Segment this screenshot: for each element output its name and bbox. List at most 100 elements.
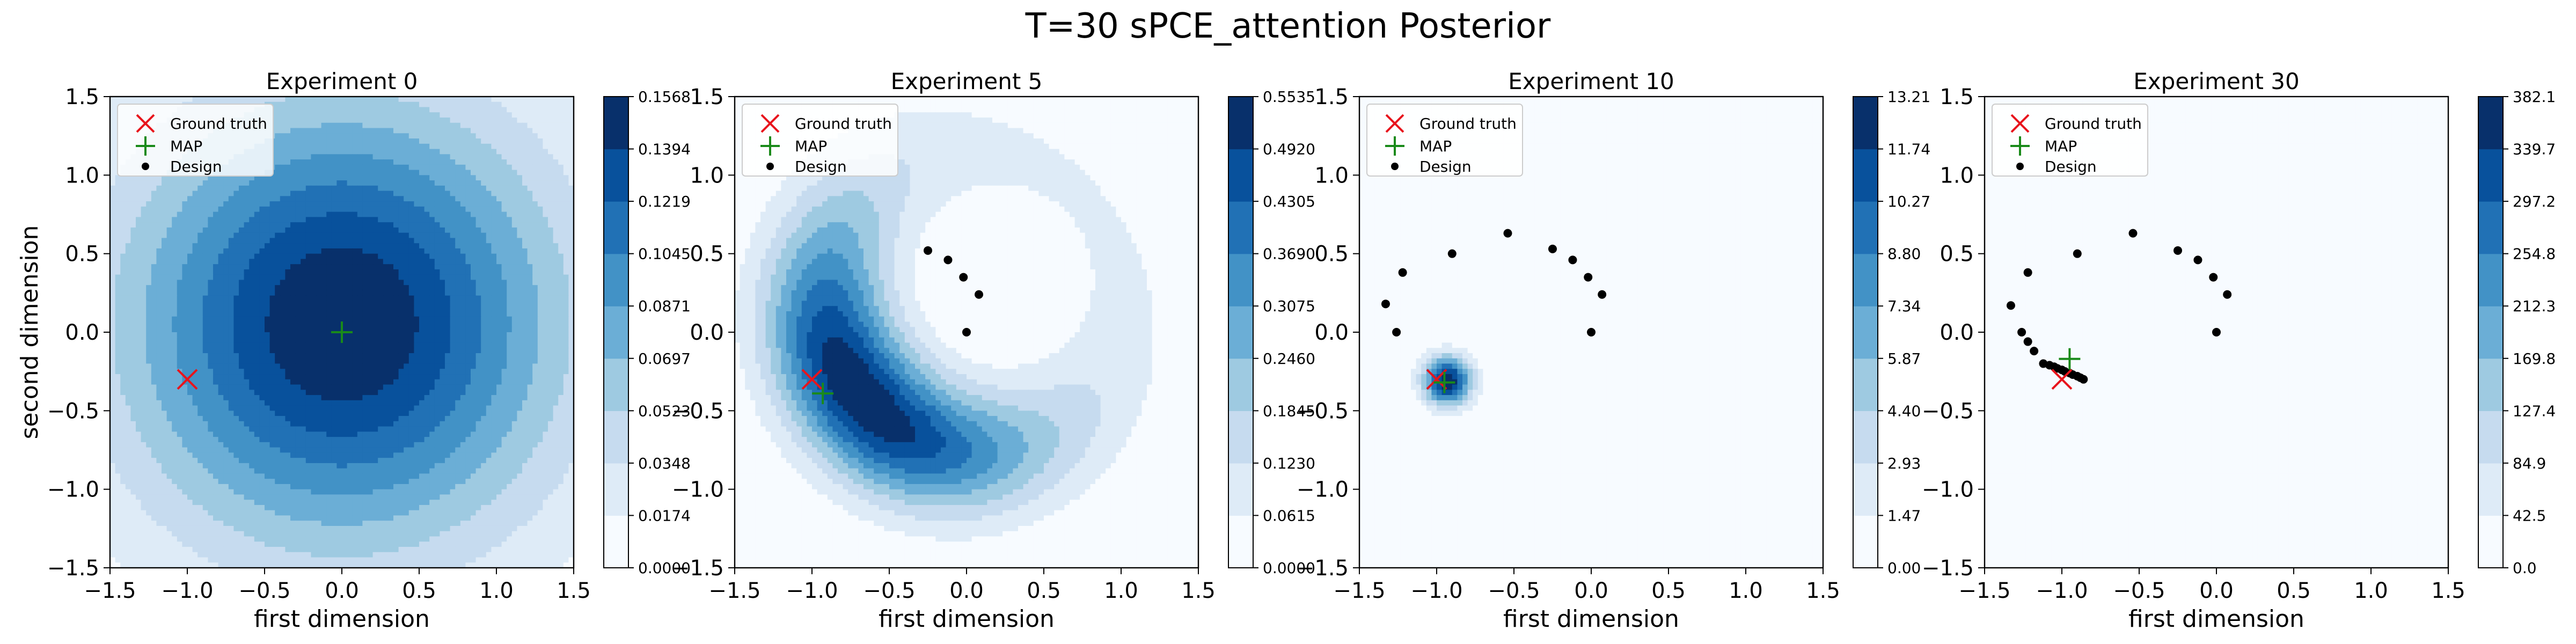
contour-cell bbox=[419, 259, 425, 265]
contour-cell bbox=[563, 222, 569, 228]
contour-cell bbox=[362, 332, 368, 338]
contour-cell bbox=[368, 164, 374, 171]
contour-cell bbox=[491, 321, 497, 327]
contour-cell bbox=[336, 201, 342, 207]
contour-cell bbox=[393, 295, 399, 302]
contour-cell bbox=[383, 348, 389, 354]
contour-cell bbox=[393, 232, 399, 238]
contour-cell bbox=[414, 201, 420, 207]
contour-cell bbox=[543, 185, 548, 192]
contour-cell bbox=[378, 217, 384, 223]
contour-cell bbox=[347, 259, 353, 265]
contour-cell bbox=[213, 232, 219, 238]
contour-cell bbox=[404, 280, 409, 286]
contour-cell bbox=[136, 301, 142, 306]
contour-cell bbox=[136, 206, 142, 213]
contour-cell bbox=[481, 164, 487, 171]
contour-cell bbox=[450, 264, 456, 270]
contour-cell bbox=[321, 170, 327, 175]
contour-cell bbox=[548, 196, 554, 202]
contour-cell bbox=[486, 316, 492, 323]
contour-cell bbox=[311, 301, 317, 306]
contour-cell bbox=[342, 316, 348, 323]
contour-cell bbox=[368, 327, 374, 333]
contour-cell bbox=[290, 264, 296, 270]
contour-cell bbox=[213, 374, 219, 380]
contour-cell bbox=[202, 227, 208, 233]
contour-cell bbox=[491, 196, 497, 202]
contour-cell bbox=[445, 306, 451, 312]
contour-cell bbox=[532, 175, 538, 181]
contour-cell bbox=[285, 175, 291, 181]
contour-cell bbox=[311, 369, 317, 375]
contour-cell bbox=[166, 321, 172, 327]
contour-cell bbox=[455, 143, 461, 150]
contour-cell bbox=[156, 379, 162, 385]
contour-cell bbox=[507, 211, 513, 217]
contour-cell bbox=[537, 280, 543, 286]
contour-cell bbox=[331, 374, 337, 380]
contour-cell bbox=[553, 206, 559, 213]
contour-cell bbox=[162, 311, 167, 317]
contour-cell bbox=[501, 159, 507, 165]
contour-cell bbox=[321, 107, 327, 113]
contour-cell bbox=[486, 97, 492, 103]
contour-cell bbox=[177, 264, 182, 270]
contour-cell bbox=[321, 358, 327, 364]
contour-cell bbox=[321, 363, 327, 369]
contour-cell bbox=[496, 107, 502, 113]
contour-cell bbox=[471, 128, 477, 134]
contour-cell bbox=[136, 259, 142, 265]
contour-cell bbox=[481, 353, 487, 359]
contour-cell bbox=[336, 196, 342, 202]
contour-cell bbox=[136, 269, 142, 275]
contour-cell bbox=[434, 379, 440, 385]
contour-cell bbox=[558, 101, 564, 108]
contour-cell bbox=[301, 280, 306, 286]
contour-cell bbox=[475, 316, 481, 323]
contour-cell bbox=[280, 316, 286, 323]
contour-cell bbox=[166, 253, 172, 260]
contour-cell bbox=[197, 196, 203, 202]
contour-cell bbox=[388, 280, 394, 286]
contour-cell bbox=[517, 353, 523, 359]
contour-cell bbox=[202, 321, 208, 327]
contour-cell bbox=[393, 217, 399, 223]
contour-cell bbox=[450, 369, 456, 375]
contour-cell bbox=[110, 180, 116, 186]
contour-cell bbox=[290, 369, 296, 375]
contour-cell bbox=[208, 384, 214, 390]
contour-cell bbox=[522, 306, 528, 312]
contour-cell bbox=[192, 332, 198, 338]
contour-cell bbox=[239, 259, 245, 265]
contour-cell bbox=[336, 149, 342, 155]
contour-cell bbox=[265, 280, 270, 286]
contour-cell bbox=[491, 243, 497, 249]
contour-cell bbox=[429, 211, 435, 217]
contour-cell bbox=[408, 379, 414, 385]
contour-cell bbox=[429, 253, 435, 260]
contour-cell bbox=[393, 211, 399, 217]
contour-cell bbox=[532, 301, 538, 306]
contour-cell bbox=[517, 280, 523, 286]
contour-cell bbox=[326, 253, 332, 260]
contour-cell bbox=[543, 248, 548, 254]
contour-cell bbox=[187, 327, 193, 333]
contour-cell bbox=[368, 138, 374, 144]
contour-cell bbox=[388, 122, 394, 129]
contour-cell bbox=[548, 149, 554, 155]
contour-cell bbox=[357, 264, 363, 270]
contour-cell bbox=[368, 159, 374, 165]
contour-cell bbox=[563, 321, 569, 327]
contour-cell bbox=[115, 379, 121, 385]
contour-cell bbox=[543, 295, 548, 302]
contour-cell bbox=[558, 185, 564, 192]
contour-cell bbox=[445, 107, 451, 113]
contour-cell bbox=[218, 363, 224, 369]
contour-cell bbox=[501, 122, 507, 129]
contour-cell bbox=[383, 164, 389, 171]
contour-cell bbox=[316, 196, 322, 202]
contour-cell bbox=[445, 170, 451, 175]
contour-cell bbox=[471, 97, 477, 103]
contour-cell bbox=[187, 259, 193, 265]
